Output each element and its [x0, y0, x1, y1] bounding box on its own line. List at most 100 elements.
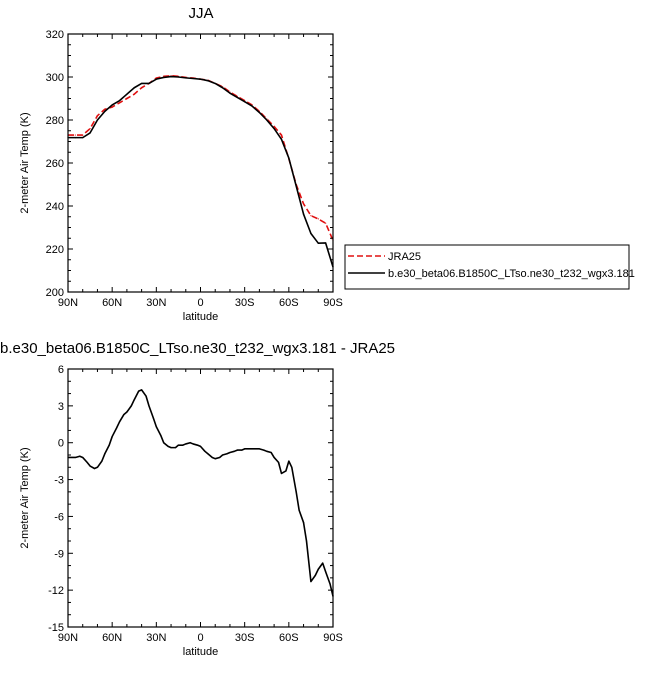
y-tick-label: 0: [58, 438, 64, 450]
chart-panel-1: [67, 33, 334, 293]
y-axis-label: 2-meter Air Temp (K): [19, 447, 31, 548]
data-point: [118, 100, 121, 102]
data-point: [141, 82, 143, 85]
data-point: [273, 456, 275, 459]
data-point: [82, 134, 84, 136]
x-tick-label: 90S: [323, 297, 343, 309]
y-tick-label: -15: [48, 622, 64, 634]
data-point: [219, 456, 221, 459]
y-tick-label: 200: [46, 287, 64, 299]
data-point: [89, 128, 91, 130]
data-point: [251, 448, 253, 450]
data-point: [214, 458, 216, 460]
data-point: [174, 447, 177, 449]
data-point: [325, 242, 327, 244]
data-point: [152, 417, 154, 419]
data-point: [298, 509, 300, 511]
data-point: [204, 450, 206, 452]
legend-box: [344, 244, 630, 290]
data-point: [133, 399, 135, 401]
data-point: [141, 389, 143, 391]
data-point: [322, 562, 324, 564]
data-point: [177, 444, 180, 446]
data-point: [207, 80, 209, 82]
data-point: [263, 449, 265, 451]
data-point: [236, 449, 238, 451]
data-point: [74, 134, 76, 136]
data-point: [177, 76, 180, 78]
data-point: [196, 444, 199, 446]
data-point: [244, 448, 246, 450]
data-point: [310, 215, 312, 217]
y-tick-label: 240: [46, 201, 64, 213]
data-point: [229, 451, 231, 454]
data-point: [108, 444, 110, 446]
y-tick-label: 6: [58, 364, 64, 376]
data-point: [163, 442, 165, 444]
data-point: [86, 461, 88, 463]
y-axis-label: 2-meter Air Temp (K): [19, 112, 31, 213]
data-point: [255, 448, 258, 450]
data-point: [280, 138, 283, 140]
data-point: [277, 461, 280, 463]
data-point: [79, 455, 81, 457]
data-point: [199, 445, 202, 447]
x-axis-label: latitude: [183, 311, 218, 323]
data-point: [325, 222, 327, 224]
data-point: [123, 413, 125, 416]
legend-label: JRA25: [388, 251, 421, 263]
data-point: [74, 137, 76, 139]
data-point: [160, 434, 162, 436]
y-tick-label: -6: [54, 511, 64, 523]
data-point: [310, 232, 312, 235]
data-point: [280, 134, 283, 136]
data-point: [280, 472, 283, 475]
data-point: [170, 75, 172, 78]
x-axis-label: latitude: [183, 646, 218, 658]
data-point: [214, 82, 216, 85]
data-point: [314, 574, 316, 577]
chart-title: JJA: [188, 5, 213, 22]
data-point: [285, 470, 287, 472]
data-point: [96, 119, 99, 121]
data-point: [126, 93, 128, 95]
data-point: [189, 442, 191, 444]
data-point: [155, 78, 157, 80]
x-tick-label: 60N: [102, 297, 122, 309]
chart-panel-2: [67, 368, 334, 628]
data-point: [82, 456, 84, 459]
series-line-2: [68, 75, 334, 268]
data-point: [305, 540, 308, 542]
data-point: [233, 450, 235, 452]
data-point: [71, 456, 74, 459]
series-line-1: [68, 389, 334, 597]
chart-title: b.e30_beta06.B1850C_LTso.ne30_t232_wgx3.…: [0, 340, 395, 357]
series-line-1: [68, 74, 334, 241]
data-point: [145, 395, 147, 397]
data-point: [221, 87, 224, 89]
data-point: [273, 128, 275, 130]
data-point: [163, 76, 165, 79]
x-tick-label: 90N: [58, 297, 78, 309]
y-tick-label: -12: [48, 585, 64, 597]
y-tick-label: 320: [46, 29, 64, 41]
x-tick-label: 60S: [279, 297, 299, 309]
data-point: [288, 460, 290, 462]
data-point: [310, 580, 312, 583]
data-point: [192, 443, 194, 445]
data-point: [288, 157, 290, 159]
data-point: [89, 465, 91, 467]
y-tick-label: -9: [54, 548, 64, 560]
x-tick-label: 0: [197, 632, 203, 644]
data-point: [192, 77, 194, 80]
y-tick-label: 300: [46, 72, 64, 84]
data-point: [325, 571, 327, 573]
data-point: [118, 102, 121, 104]
data-point: [251, 105, 253, 107]
data-point: [266, 119, 268, 121]
data-point: [221, 454, 224, 456]
data-point: [226, 453, 228, 455]
data-point: [148, 405, 150, 407]
data-point: [317, 242, 319, 244]
